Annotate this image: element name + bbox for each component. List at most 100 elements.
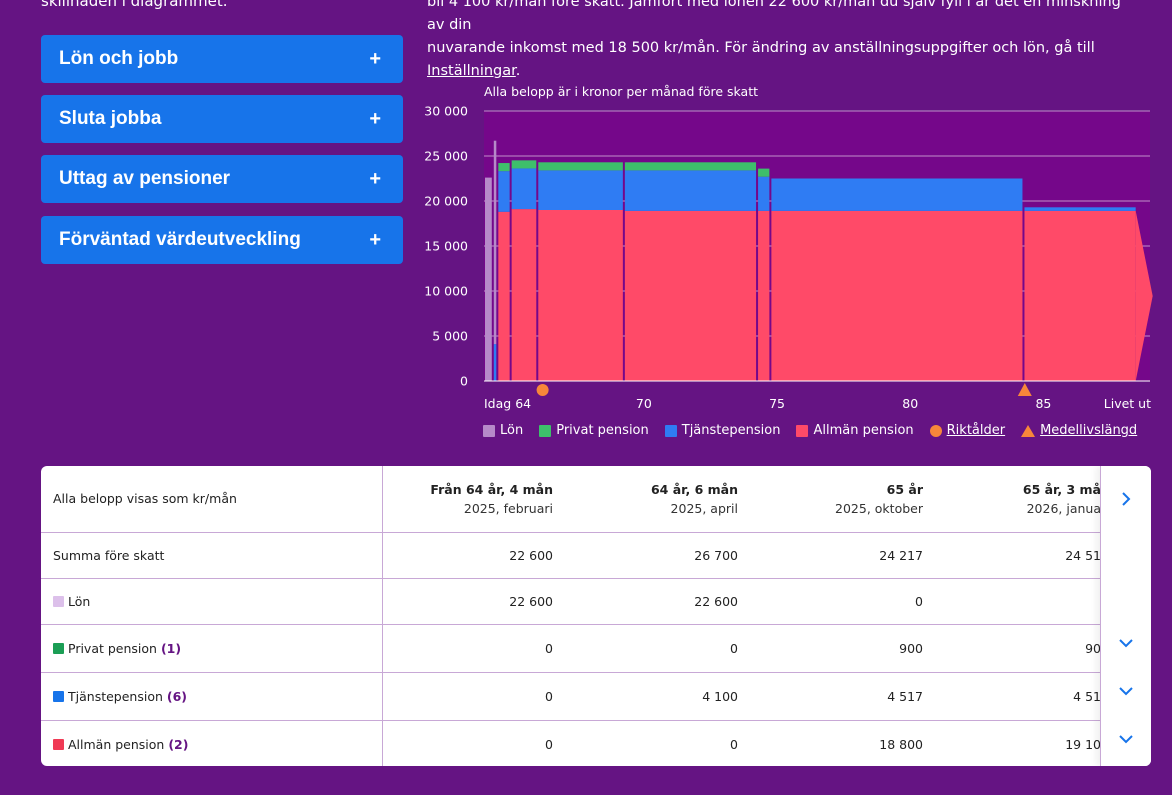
intro-end: . <box>515 63 521 79</box>
intro-left-text: skillnaden i diagrammet. <box>41 0 228 10</box>
table-cell: 4 51 <box>937 672 1101 721</box>
chevron-down-icon <box>1119 735 1133 744</box>
bar-segment-lon <box>493 140 497 345</box>
y-tick-label: 5 000 <box>432 329 468 344</box>
legend-label[interactable]: Medellivslängd <box>1040 423 1138 438</box>
circle-icon <box>929 424 942 437</box>
bar-segment-allman <box>771 210 1023 381</box>
y-tick-label: 10 000 <box>424 284 468 299</box>
plus-icon: + <box>369 107 381 130</box>
bar-segment-tjanste <box>624 170 757 211</box>
accordion-forvantad-vardeutveckling[interactable]: Förväntad värdeutveckling + <box>41 216 403 264</box>
row-label-text: Lön <box>68 593 91 609</box>
expand-tjanste-button[interactable] <box>1101 684 1151 700</box>
table-header-row: Alla belopp visas som kr/mån Från 64 år,… <box>41 466 1101 533</box>
allman-swatch <box>53 738 64 750</box>
chart-title: Alla belopp är i kronor per månad före s… <box>484 84 758 99</box>
y-tick-label: 25 000 <box>424 149 468 164</box>
x-tick-label: 75 <box>769 396 785 411</box>
bar-segment-tjanste <box>538 170 623 210</box>
plus-icon: + <box>369 228 381 251</box>
y-tick-label: 20 000 <box>424 194 468 209</box>
legend-item: Tjänstepension <box>664 423 780 438</box>
x-tick-label: Livet ut <box>1104 396 1151 411</box>
bar-segment-tjanste <box>493 344 497 381</box>
row-count: (1) <box>160 640 182 656</box>
y-tick-label: 0 <box>460 374 468 389</box>
table-row-lon: Lön 22 600 22 600 0 <box>41 578 1101 625</box>
tjanste-swatch <box>53 690 64 702</box>
x-tick-label: 85 <box>1035 396 1051 411</box>
plus-icon: + <box>369 167 381 190</box>
chart-svg: Alla belopp är i kronor per månad före s… <box>424 84 1153 411</box>
riktalder-marker <box>536 384 549 396</box>
table-cell: 24 51 <box>937 532 1101 579</box>
row-label: Lön <box>41 578 383 625</box>
accordion-label: Lön och jobb <box>59 48 179 69</box>
intro-line-1: bli 4 100 kr/mån före skatt. Jämfört med… <box>427 0 1121 33</box>
legend-swatch <box>539 424 552 437</box>
table-row-tjanstepension: Tjänstepension (6) 0 4 100 4 517 4 51 <box>41 672 1101 721</box>
table-cell <box>937 578 1101 625</box>
bar-segment-allman <box>1024 210 1136 381</box>
x-tick-label: Idag 64 <box>484 396 531 411</box>
intro-line-2: nuvarande inkomst med 18 500 kr/mån. För… <box>427 40 1095 56</box>
income-table: Alla belopp visas som kr/mån Från 64 år,… <box>41 466 1151 766</box>
table-cell: 22 600 <box>567 578 752 625</box>
legend-label: Lön <box>500 423 524 438</box>
table-cell: 0 <box>382 672 567 721</box>
table-cell: 0 <box>567 720 752 766</box>
legend-label: Privat pension <box>556 423 649 438</box>
table-row-privat-pension: Privat pension (1) 0 0 900 90 <box>41 624 1101 673</box>
triangle-icon <box>1021 424 1036 437</box>
row-label: Allmän pension (2) <box>41 720 383 766</box>
column-sub: 2026, janua <box>1026 500 1101 516</box>
chevron-right-icon <box>1122 492 1131 506</box>
legend-item: Lön <box>483 423 523 438</box>
table-cell: 4 100 <box>567 672 752 721</box>
next-columns-button[interactable] <box>1101 492 1151 510</box>
livet-ut-arrow <box>1135 210 1153 381</box>
chart-legend: Lön Privat pension Tjänstepension Allmän pe… <box>483 423 1153 438</box>
row-label: Tjänstepension (6) <box>41 672 383 721</box>
legend-swatch <box>796 424 809 437</box>
row-count: (6) <box>166 688 188 704</box>
expand-allman-button[interactable] <box>1101 732 1151 748</box>
plus-icon: + <box>369 47 381 70</box>
table-cell: 22 600 <box>382 532 567 579</box>
legend-item[interactable]: Medellivslängd <box>1021 423 1137 438</box>
row-label-text: Tjänstepension <box>68 688 163 704</box>
row-label-text: Privat pension <box>68 640 157 656</box>
bar-segment-allman <box>511 209 537 381</box>
intro-right-text: bli 4 100 kr/mån före skatt. Jämfört med… <box>427 0 1127 83</box>
chevron-down-icon <box>1119 639 1133 648</box>
column-title: Från 64 år, 4 mån <box>430 481 553 497</box>
privat-swatch <box>53 642 64 654</box>
accordion-label: Uttag av pensioner <box>59 168 231 189</box>
x-tick-label: 70 <box>636 396 652 411</box>
legend-item: Privat pension <box>539 423 649 438</box>
legend-item: Allmän pension <box>796 423 914 438</box>
accordion-sluta-jobba[interactable]: Sluta jobba + <box>41 95 403 143</box>
table-cell: 18 800 <box>752 720 937 766</box>
table-cell: 90 <box>937 624 1101 673</box>
bar-segment-privat <box>511 160 537 169</box>
expand-privat-button[interactable] <box>1101 636 1151 652</box>
accordion-label: Sluta jobba <box>59 108 162 129</box>
bar-segment-privat <box>758 168 770 177</box>
column-title: 65 år, 3 må <box>1022 481 1101 497</box>
accordion-uttag-av-pensioner[interactable]: Uttag av pensioner + <box>41 155 403 203</box>
pension-chart: Alla belopp är i kronor per månad före s… <box>420 78 1160 448</box>
table-cell: 0 <box>382 624 567 673</box>
column-sub: 2025, februari <box>463 500 553 516</box>
bar-segment-privat <box>624 162 757 171</box>
legend-label[interactable]: Riktålder <box>946 423 1006 438</box>
table-row-allman-pension: Allmän pension (2) 0 0 18 800 19 10 <box>41 720 1101 766</box>
legend-item[interactable]: Riktålder <box>929 423 1006 438</box>
table-cell: 19 10 <box>937 720 1101 766</box>
settings-link[interactable]: Inställningar <box>427 63 516 79</box>
row-label-text: Allmän pension <box>68 736 165 752</box>
y-tick-label: 30 000 <box>424 104 468 119</box>
bar-segment-allman <box>538 210 623 381</box>
accordion-lon-och-jobb[interactable]: Lön och jobb + <box>41 35 403 83</box>
